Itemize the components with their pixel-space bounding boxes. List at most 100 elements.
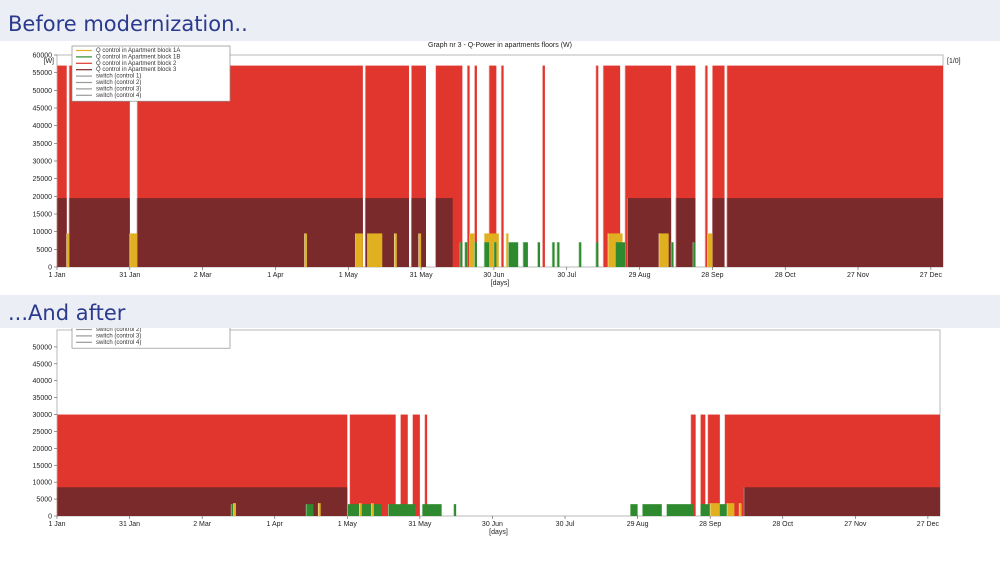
legend: Q control in Apartment block 1AQ control…	[71, 45, 231, 102]
series-q-control-in-apartment-block-1b	[459, 242, 696, 267]
x-tick-label: 1 May	[338, 521, 358, 528]
after-heading: ...And after	[8, 301, 126, 325]
series-segment	[578, 242, 582, 267]
series-segment	[57, 65, 67, 267]
series-segment	[506, 233, 509, 267]
legend-entry: switch (control 3)	[96, 333, 141, 339]
series-q-control-in-apartment-block-1a	[233, 503, 742, 516]
series-segment	[595, 242, 599, 267]
x-tick-label: 2 Mar	[193, 521, 212, 528]
x-tick-label: 27 Nov	[847, 272, 870, 279]
series-segment	[552, 242, 555, 267]
x-tick-label: 2 Mar	[194, 272, 213, 279]
series-segment	[355, 233, 363, 267]
x-axis-label: [days]	[489, 529, 508, 536]
y-tick-label: 50000	[33, 344, 53, 351]
series-segment	[523, 242, 528, 267]
series-segment	[712, 198, 725, 267]
y-tick-label: 20000	[33, 446, 53, 453]
series-segment	[630, 504, 638, 516]
series-segment	[388, 504, 416, 516]
x-tick-label: 28 Sep	[699, 521, 721, 528]
series-segment	[469, 233, 475, 267]
series-segment	[642, 504, 662, 516]
series-segment	[595, 65, 599, 267]
series-segment	[418, 233, 422, 267]
y-axis-label: [W]	[44, 58, 55, 65]
x-tick-label: 28 Oct	[775, 272, 796, 279]
x-tick-label: 27 Dec	[917, 521, 940, 528]
series-segment	[707, 414, 720, 516]
series-segment	[306, 504, 314, 516]
x-tick-label: 1 Apr	[267, 521, 284, 528]
series-segment	[501, 65, 504, 267]
y-tick-label: 15000	[33, 463, 53, 470]
series-segment	[726, 198, 943, 267]
series-segment	[422, 504, 442, 516]
series-segment	[692, 242, 696, 267]
chart-after: 0 5000 10000 15000 20000 25000 30000 35000 40000…	[33, 328, 941, 536]
y-tick-label: 25000	[33, 176, 53, 183]
legend-entry: switch (control 2)	[96, 80, 141, 86]
y-tick-label: 45000	[33, 361, 53, 368]
series-segment	[675, 198, 696, 267]
legend-entry: Q control in Apartment block 3	[96, 67, 177, 73]
legend-box	[71, 328, 231, 349]
before-heading-band	[0, 0, 1000, 41]
x-tick-label: 30 Jul	[556, 521, 575, 528]
series-segment	[394, 233, 397, 267]
series-segment	[69, 198, 130, 267]
series-segment	[359, 503, 362, 516]
series-segment	[57, 198, 67, 267]
y-tick-label: 5000	[36, 497, 52, 504]
series-segment	[705, 65, 708, 267]
y-tick-label: 10000	[33, 480, 53, 487]
series-segment	[671, 242, 674, 267]
x-tick-label: 30 Jul	[557, 272, 576, 279]
series-segment	[615, 242, 626, 267]
series-segment	[710, 503, 720, 516]
series-segment	[603, 65, 621, 267]
chart-before: Graph nr 3 - Q-Power in apartments floor…	[33, 42, 961, 287]
series-segment	[66, 233, 70, 267]
legend-entry: Q control in Apartment block 1B	[96, 54, 180, 60]
y-tick-label: 15000	[33, 212, 53, 219]
y-tick-label: 25000	[33, 429, 53, 436]
series-segment	[489, 65, 497, 267]
series-segment	[739, 503, 742, 516]
x-tick-label: 27 Dec	[920, 272, 943, 279]
y-tick-label: 30000	[33, 412, 53, 419]
y-tick-label: 0	[48, 265, 52, 272]
right-axis-label: [1/0]	[947, 58, 961, 65]
legend-entry: Q control in Apartment block 1A	[96, 48, 180, 54]
x-tick-label: 31 May	[410, 272, 433, 279]
y-tick-label: 50000	[33, 88, 53, 95]
series-segment	[400, 414, 408, 516]
y-tick-label: 60000	[33, 53, 53, 60]
y-tick-label: 20000	[33, 194, 53, 201]
y-tick-label: 5000	[36, 247, 52, 254]
x-tick-label: 29 Aug	[629, 272, 651, 279]
series-segment	[690, 414, 696, 516]
series-segment	[508, 242, 519, 267]
legend-box	[71, 45, 231, 102]
series-segment	[727, 503, 735, 516]
series-segment	[129, 233, 138, 267]
x-tick-label: 1 May	[339, 272, 359, 279]
series-segment	[493, 242, 497, 267]
series-segment	[233, 503, 237, 516]
series-segment	[474, 65, 477, 267]
series-segment	[371, 503, 374, 516]
y-tick-label: 45000	[33, 106, 53, 113]
x-tick-label: 1 Jan	[48, 272, 65, 279]
x-tick-label: 30 Jun	[482, 521, 503, 528]
series-q-control-in-apartment-block-3	[56, 487, 940, 516]
series-segment	[453, 504, 457, 516]
legend-entry: switch (control 4)	[96, 340, 141, 346]
y-tick-label: 10000	[33, 229, 53, 236]
legend-entry: switch (control 3)	[96, 86, 141, 92]
series-segment	[304, 233, 308, 267]
series-segment	[459, 242, 463, 267]
series-segment	[484, 242, 490, 267]
y-tick-label: 40000	[33, 123, 53, 130]
